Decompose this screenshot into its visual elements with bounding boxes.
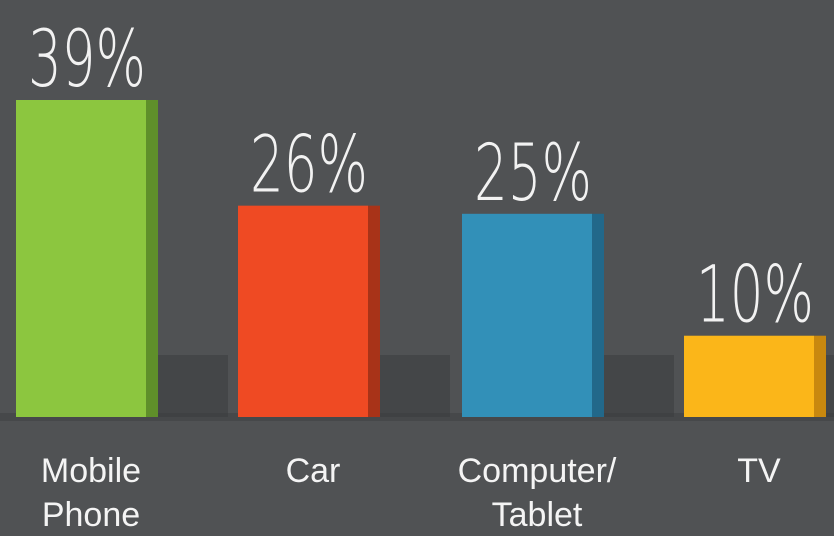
bar bbox=[462, 213, 592, 417]
category-label: Tablet bbox=[492, 496, 583, 534]
bar-side bbox=[368, 205, 380, 417]
category-label: Car bbox=[286, 452, 341, 490]
value-label: 10% bbox=[696, 251, 814, 341]
category-label: Phone bbox=[42, 496, 140, 534]
category-label: Computer/ bbox=[458, 452, 617, 490]
bar-shadow bbox=[158, 355, 228, 417]
bar-side bbox=[814, 335, 826, 417]
bar-side bbox=[146, 100, 158, 417]
bar-side bbox=[592, 213, 604, 417]
bar bbox=[684, 335, 814, 417]
bar-shadow bbox=[826, 355, 834, 417]
value-label: 26% bbox=[250, 121, 368, 211]
category-label: TV bbox=[737, 452, 781, 490]
value-label: 39% bbox=[28, 15, 146, 105]
bar bbox=[16, 100, 146, 417]
category-label: Mobile bbox=[41, 452, 141, 490]
value-label: 25% bbox=[474, 129, 592, 219]
bar bbox=[238, 205, 368, 417]
bar-shadow bbox=[604, 355, 674, 417]
bar-shadow bbox=[380, 355, 450, 417]
